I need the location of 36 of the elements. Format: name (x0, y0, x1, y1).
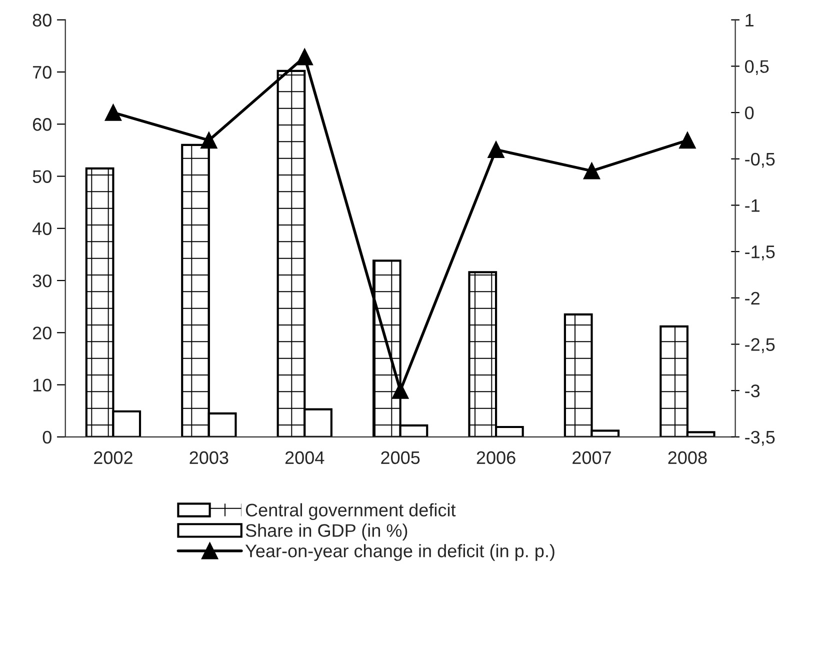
x-tick-label: 2006 (476, 451, 516, 464)
y2-tick-label: -1,5 (745, 246, 775, 260)
y-tick-label: 50 (32, 170, 52, 183)
y2-tick-label: 0,5 (745, 60, 769, 76)
x-tick-label: 2003 (190, 451, 228, 464)
legend-label: Year-on-year change in deficit (in p. p.) (245, 544, 554, 561)
x-tick-label: 2007 (572, 451, 611, 464)
y2-tick-label: -3 (745, 384, 760, 398)
y-tick-label: 30 (32, 274, 52, 288)
y2-tick-label: -2 (745, 292, 760, 304)
y2-tick-label: -1 (745, 199, 760, 212)
x-tick-label: 2005 (381, 451, 420, 464)
x-tick-label: 2008 (668, 451, 707, 464)
legend-label: Central government deficit (246, 503, 456, 520)
point (679, 132, 696, 149)
y-tick-label: 10 (33, 378, 52, 392)
y-tick-label: 40 (32, 222, 52, 236)
y2-tick-label: 1 (746, 14, 754, 26)
point (200, 132, 218, 149)
y-tick-label: 20 (32, 326, 52, 340)
point (104, 104, 122, 121)
point (392, 382, 409, 399)
point (488, 141, 504, 158)
y-tick-label: 60 (33, 118, 52, 131)
y2-tick-label: -2,5 (745, 338, 775, 354)
legend-label: Share in GDP (in %) (246, 524, 408, 540)
y-tick-label: 70 (33, 66, 52, 79)
point (296, 48, 313, 66)
y2-tick-label: -3,5 (745, 430, 775, 446)
point (583, 162, 600, 180)
y-tick-label: 80 (32, 14, 52, 27)
y2-tick-label: -0,5 (745, 152, 775, 168)
y2-tick-label: 0 (745, 106, 754, 120)
x-tick-label: 2002 (94, 451, 132, 464)
x-tick-label: 2004 (285, 451, 324, 464)
y-tick-label: 0 (42, 430, 52, 444)
